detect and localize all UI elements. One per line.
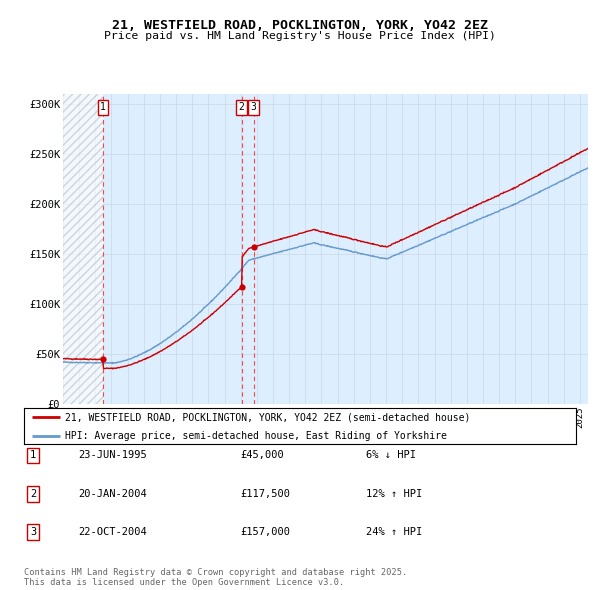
Text: Contains HM Land Registry data © Crown copyright and database right 2025.
This d: Contains HM Land Registry data © Crown c…	[24, 568, 407, 587]
Text: 2: 2	[30, 489, 36, 499]
Text: 20-JAN-2004: 20-JAN-2004	[78, 489, 147, 499]
Text: 23-JUN-1995: 23-JUN-1995	[78, 451, 147, 460]
Text: Price paid vs. HM Land Registry's House Price Index (HPI): Price paid vs. HM Land Registry's House …	[104, 31, 496, 41]
Text: 1: 1	[100, 103, 106, 112]
Text: 3: 3	[251, 103, 257, 112]
Text: 1: 1	[30, 451, 36, 460]
Text: 3: 3	[30, 527, 36, 537]
Text: 12% ↑ HPI: 12% ↑ HPI	[366, 489, 422, 499]
Polygon shape	[63, 94, 103, 404]
Text: 21, WESTFIELD ROAD, POCKLINGTON, YORK, YO42 2EZ (semi-detached house): 21, WESTFIELD ROAD, POCKLINGTON, YORK, Y…	[65, 412, 471, 422]
Text: 22-OCT-2004: 22-OCT-2004	[78, 527, 147, 537]
Text: 2: 2	[239, 103, 245, 112]
Text: £117,500: £117,500	[240, 489, 290, 499]
Text: HPI: Average price, semi-detached house, East Riding of Yorkshire: HPI: Average price, semi-detached house,…	[65, 431, 447, 441]
Text: 24% ↑ HPI: 24% ↑ HPI	[366, 527, 422, 537]
Text: 6% ↓ HPI: 6% ↓ HPI	[366, 451, 416, 460]
Text: £45,000: £45,000	[240, 451, 284, 460]
Text: £157,000: £157,000	[240, 527, 290, 537]
Text: 21, WESTFIELD ROAD, POCKLINGTON, YORK, YO42 2EZ: 21, WESTFIELD ROAD, POCKLINGTON, YORK, Y…	[112, 19, 488, 32]
